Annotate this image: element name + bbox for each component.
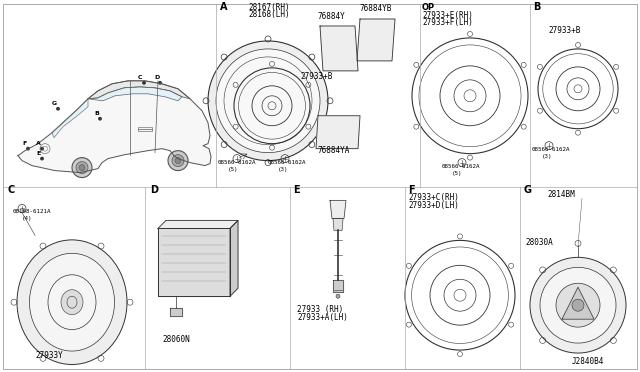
Text: 27933+A(LH): 27933+A(LH) <box>297 313 348 322</box>
Polygon shape <box>330 201 346 218</box>
Polygon shape <box>562 287 594 319</box>
Text: 08566-6162A: 08566-6162A <box>218 160 257 164</box>
Text: 27933Y: 27933Y <box>35 351 63 360</box>
Text: B: B <box>533 2 540 12</box>
Text: 28167(RH): 28167(RH) <box>248 3 290 12</box>
Polygon shape <box>88 81 190 99</box>
Text: OP: OP <box>422 3 435 12</box>
Polygon shape <box>158 221 238 228</box>
Text: F: F <box>22 141 26 146</box>
Text: 2814BM: 2814BM <box>547 189 575 199</box>
Polygon shape <box>88 87 182 101</box>
Text: J2840B4: J2840B4 <box>572 357 604 366</box>
Ellipse shape <box>61 290 83 315</box>
Text: 27933+D(LH): 27933+D(LH) <box>408 202 459 211</box>
Circle shape <box>556 283 600 327</box>
Text: D: D <box>150 185 158 195</box>
Circle shape <box>79 164 85 171</box>
Circle shape <box>76 161 88 174</box>
Text: E: E <box>36 151 40 155</box>
Circle shape <box>57 108 60 110</box>
Circle shape <box>41 147 44 150</box>
Polygon shape <box>357 19 395 61</box>
Ellipse shape <box>17 240 127 365</box>
Text: 27933+B: 27933+B <box>300 72 332 81</box>
Text: 27933+B: 27933+B <box>548 26 580 35</box>
Text: 76884Y: 76884Y <box>318 12 346 21</box>
Polygon shape <box>333 218 343 230</box>
Circle shape <box>159 81 161 84</box>
Circle shape <box>41 157 44 160</box>
Text: F: F <box>408 185 415 195</box>
Polygon shape <box>333 280 343 292</box>
Text: 27933+C(RH): 27933+C(RH) <box>408 193 459 202</box>
Polygon shape <box>320 26 358 71</box>
Text: C: C <box>8 185 15 195</box>
Text: D: D <box>154 75 159 80</box>
Circle shape <box>530 257 626 353</box>
Text: G: G <box>52 101 57 106</box>
Text: 28060N: 28060N <box>162 335 189 344</box>
Text: 08168-6121A: 08168-6121A <box>13 209 51 214</box>
Ellipse shape <box>29 253 115 351</box>
Text: 28168(LH): 28168(LH) <box>248 10 290 19</box>
Circle shape <box>336 294 340 298</box>
Polygon shape <box>158 228 230 296</box>
Text: (5): (5) <box>452 171 463 176</box>
Circle shape <box>572 299 584 311</box>
Text: 28030A: 28030A <box>525 238 553 247</box>
Text: C: C <box>138 75 143 80</box>
Circle shape <box>27 147 29 150</box>
Text: 27933 (RH): 27933 (RH) <box>297 305 343 314</box>
Text: (3): (3) <box>278 167 289 171</box>
Circle shape <box>143 81 145 84</box>
Text: B: B <box>94 111 99 116</box>
Text: 76884YB: 76884YB <box>360 4 392 13</box>
Text: 08566-6162A: 08566-6162A <box>268 160 307 164</box>
Text: (5): (5) <box>228 167 239 171</box>
Circle shape <box>540 267 616 343</box>
Circle shape <box>172 155 184 167</box>
Bar <box>138 127 152 131</box>
Polygon shape <box>52 99 88 138</box>
Text: G: G <box>523 185 531 195</box>
Polygon shape <box>170 308 182 316</box>
Polygon shape <box>316 116 360 149</box>
Text: 76884YA: 76884YA <box>318 145 350 155</box>
Circle shape <box>175 158 181 164</box>
Text: (3): (3) <box>542 154 552 158</box>
Circle shape <box>99 118 101 120</box>
Text: 27933+F(LH): 27933+F(LH) <box>422 18 473 27</box>
Polygon shape <box>18 81 211 173</box>
Text: A: A <box>36 141 41 146</box>
Circle shape <box>208 41 328 161</box>
Text: 27933+E(RH): 27933+E(RH) <box>422 11 473 20</box>
Text: (4): (4) <box>22 217 33 221</box>
Circle shape <box>72 158 92 177</box>
Text: 08566-6162A: 08566-6162A <box>442 164 481 169</box>
Text: A: A <box>220 2 227 12</box>
Polygon shape <box>230 221 238 296</box>
Text: E: E <box>293 185 300 195</box>
Text: 08566-6162A: 08566-6162A <box>532 147 570 152</box>
Circle shape <box>216 49 320 153</box>
Circle shape <box>168 151 188 171</box>
